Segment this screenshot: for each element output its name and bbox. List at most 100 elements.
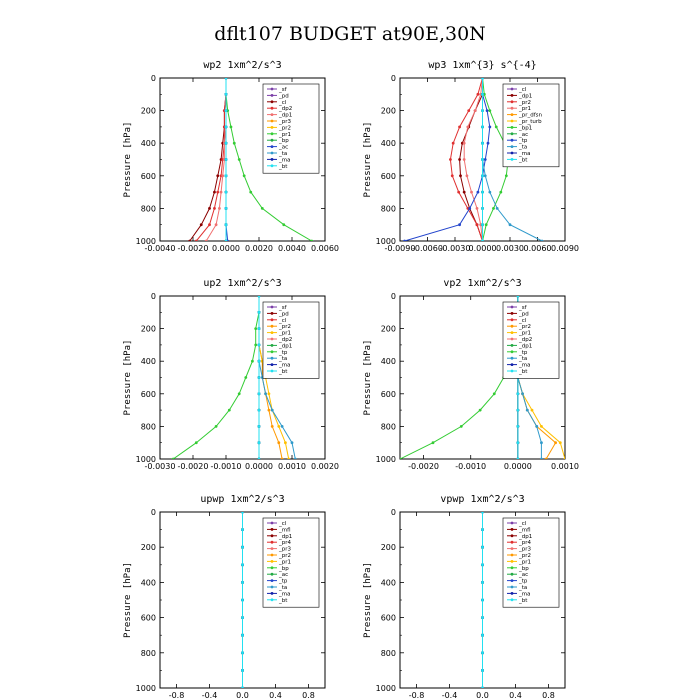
y-tick-label: 400 — [141, 139, 156, 148]
legend-label: _ta — [518, 585, 527, 591]
legend-label: _dp1 — [278, 113, 292, 119]
series-point — [462, 190, 466, 194]
panel-title: up2 1xm^2/s^3 — [203, 278, 281, 289]
y-tick-label: 400 — [141, 357, 156, 366]
series-point — [459, 425, 463, 428]
series-point — [458, 158, 461, 161]
y-tick-label: 1000 — [376, 684, 396, 693]
series-point — [221, 174, 225, 178]
y-tick-label: 200 — [381, 543, 396, 552]
series-point — [280, 425, 284, 428]
legend-label: _ma — [518, 591, 530, 597]
series-point — [468, 207, 472, 210]
y-tick-label: 0 — [391, 508, 396, 517]
series-point — [516, 441, 520, 445]
legend-marker — [510, 598, 514, 602]
series-point — [224, 78, 228, 80]
series-point — [264, 392, 267, 396]
legend-marker — [510, 369, 514, 373]
series-group — [481, 512, 484, 688]
legend-marker — [270, 598, 274, 602]
legend-marker — [510, 579, 514, 582]
series-point — [481, 633, 484, 637]
legend-label: _ac — [518, 132, 528, 138]
series-point — [260, 207, 264, 210]
series-point — [224, 207, 228, 210]
legend-marker — [270, 106, 274, 110]
series-point — [499, 190, 503, 194]
panel-title: wp2 1xm^2/s^3 — [203, 60, 281, 71]
legend-marker — [270, 119, 274, 123]
legend-marker — [270, 164, 274, 168]
legend-label: _pd — [278, 93, 289, 99]
legend-label: _tp — [518, 350, 528, 356]
series-point — [462, 141, 466, 145]
legend-marker — [510, 585, 514, 589]
y-tick-label: 200 — [141, 543, 156, 552]
y-tick-label: 400 — [381, 139, 396, 148]
legend-label: _dp1 — [518, 534, 532, 540]
legend-label: _ac — [278, 145, 288, 151]
legend-label: _ma — [278, 591, 290, 597]
series-point — [251, 359, 254, 363]
legend-label: _dp1 — [278, 534, 292, 540]
legend-marker — [510, 521, 514, 525]
series-point — [481, 616, 484, 619]
y-tick-label: 800 — [141, 649, 156, 658]
legend-marker — [270, 100, 274, 104]
legend-marker — [270, 356, 274, 360]
legend-marker — [510, 132, 514, 136]
series-point — [540, 239, 544, 241]
y-tick-label: 800 — [381, 649, 396, 658]
y-tick-label: 200 — [141, 325, 156, 334]
series-point — [241, 598, 244, 602]
legend-marker — [270, 579, 274, 582]
legend-label: _dp2 — [278, 106, 292, 112]
x-tick-label: -0.4 — [442, 691, 458, 700]
legend-marker — [270, 344, 274, 347]
y-tick-label: 200 — [381, 325, 396, 334]
series-point — [481, 223, 484, 227]
y-tick-label: 400 — [381, 357, 396, 366]
x-tick-label: 0.0000 — [212, 244, 240, 253]
legend-label: _sf — [278, 87, 288, 93]
y-axis-label: Pressure [hPa] — [363, 340, 373, 416]
legend-label: _bt — [278, 369, 288, 375]
panel-wp3: wp3 1xm^{3} s^{-4}02004006008001000-0.00… — [363, 60, 579, 253]
series-point — [218, 207, 221, 210]
legend-marker — [510, 324, 514, 328]
series-point — [465, 174, 469, 178]
series-point — [242, 174, 246, 178]
series-point — [475, 207, 479, 210]
y-tick-label: 800 — [141, 204, 156, 213]
legend-marker — [510, 363, 514, 366]
legend-label: _bt — [518, 369, 528, 375]
series-point — [473, 109, 477, 112]
x-tick-label: -0.8 — [169, 691, 185, 700]
series-point — [216, 174, 220, 178]
series-point — [224, 174, 228, 178]
series-point — [449, 158, 452, 161]
legend-label: _cl — [278, 100, 287, 106]
x-tick-label: -0.0010 — [455, 462, 486, 471]
series-point — [293, 457, 297, 459]
x-tick-label: 0.0000 — [504, 462, 532, 471]
legend-marker — [510, 87, 514, 91]
series-point — [241, 669, 244, 672]
series-point — [544, 457, 548, 459]
legend-label: _ac — [518, 572, 528, 578]
y-tick-label: 800 — [381, 204, 396, 213]
legend: _sf_pd_cl_dp2_dp1_pr3_pr2_pr1_bp_ac_ta_m… — [262, 83, 320, 174]
series-point — [224, 141, 228, 145]
series-point — [241, 651, 244, 655]
legend-marker — [510, 126, 514, 129]
legend-label: _ma — [278, 157, 290, 163]
y-tick-label: 1000 — [136, 237, 156, 246]
y-axis-label: Pressure [hPa] — [363, 562, 373, 638]
legend-label: _bt — [278, 598, 288, 604]
series-point — [257, 408, 261, 412]
series-point — [257, 296, 261, 298]
series-point — [204, 239, 208, 241]
legend-marker — [270, 87, 274, 91]
legend-label: _sf — [518, 305, 528, 311]
